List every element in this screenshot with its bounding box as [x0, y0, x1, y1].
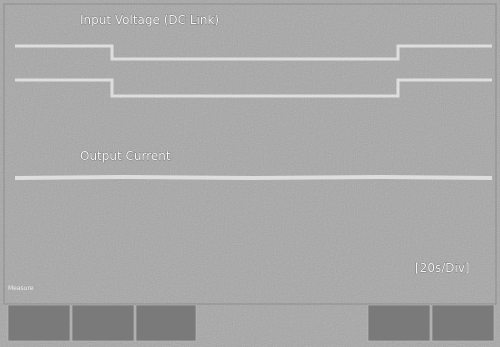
softkey	[72, 305, 134, 341]
output-label: Output Current	[80, 149, 171, 163]
input-label: Input Voltage (DC Link)	[80, 13, 219, 27]
measure-label: Measure	[8, 285, 34, 292]
timebase-label: [20s/Div]	[415, 261, 470, 275]
softkey	[368, 305, 430, 341]
scope-screen: Input Voltage (DC Link) Output Current […	[0, 0, 500, 347]
softkey	[432, 305, 494, 341]
softkey	[136, 305, 196, 341]
softkey	[8, 305, 70, 341]
output-trace	[15, 177, 492, 178]
grain	[0, 0, 500, 347]
